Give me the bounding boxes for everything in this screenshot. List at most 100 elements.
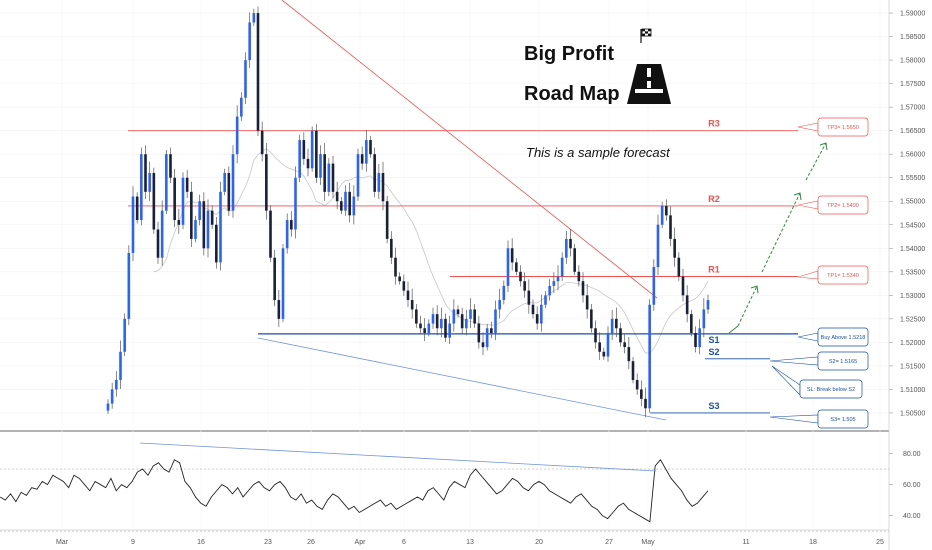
candle-body	[448, 323, 451, 338]
price-tick-label: 1.56500	[900, 128, 925, 135]
projection-leg-3	[805, 142, 827, 181]
candle-body	[581, 281, 585, 296]
price-tick-label: 1.54500	[900, 222, 925, 229]
price-tick-label: 1.57500	[900, 81, 925, 88]
time-tick-label: 9	[131, 539, 135, 546]
candle-body	[690, 314, 693, 333]
candle-body	[227, 173, 231, 211]
candle-body	[619, 328, 622, 343]
candle-body	[498, 300, 501, 310]
price-tick-label: 1.58500	[900, 34, 925, 41]
trend-lines	[257, 0, 667, 421]
time-tick-label: Apr	[355, 539, 367, 546]
candle-body	[544, 295, 547, 305]
callout-box	[817, 265, 869, 285]
sl-callout-box	[799, 379, 863, 399]
candle-body	[502, 285, 506, 301]
candle-body	[256, 13, 260, 131]
price-tick-label: 1.52500	[900, 316, 925, 323]
candle-body	[190, 191, 193, 239]
candle-body	[573, 248, 576, 272]
candle-body	[390, 238, 393, 258]
candle-body	[335, 191, 339, 202]
candle-body	[244, 60, 247, 98]
candle-body	[548, 285, 551, 296]
candles	[106, 6, 710, 418]
candle-body	[177, 220, 181, 225]
candle-body	[352, 196, 356, 216]
candle-body	[452, 309, 456, 324]
level-callouts: TP3= 1.5650 TP2= 1.5490 TP1= 1.5340 Buy Abo…	[769, 117, 869, 429]
callout-box	[817, 195, 869, 215]
callout-box	[817, 327, 869, 347]
candle-body	[219, 191, 222, 263]
candle-body	[319, 154, 322, 178]
time-tick-label: 20	[535, 539, 543, 546]
candle-body	[698, 328, 701, 348]
price-tick-label: 1.56000	[900, 152, 925, 159]
candle-body	[623, 342, 626, 348]
forecast-subtitle: This is a sample forecast	[526, 145, 671, 160]
candle-body	[535, 314, 539, 324]
callout-text: S2= 1.5165	[829, 359, 857, 365]
candle-body	[606, 332, 610, 357]
candle-body	[560, 257, 564, 277]
osc-tick-label: 60.00	[903, 482, 921, 489]
candle-body	[298, 140, 301, 178]
candle-body	[590, 309, 593, 329]
candle-body	[152, 173, 156, 230]
candle-body	[231, 154, 235, 211]
candle-body	[265, 154, 268, 211]
candle-body	[669, 215, 672, 239]
candle-body	[594, 328, 597, 343]
candle-body	[169, 154, 172, 178]
candle-body	[248, 22, 251, 61]
callout-text: TP3= 1.5650	[827, 125, 859, 131]
candle-body	[294, 177, 297, 230]
candle-body	[540, 304, 543, 324]
time-tick-label: 16	[197, 539, 205, 546]
candle-body	[290, 220, 293, 230]
time-tick-label: 25	[876, 539, 884, 546]
candle-body	[460, 314, 464, 329]
price-tick-label: 1.53000	[900, 293, 925, 300]
candle-body	[419, 323, 422, 329]
candle-body	[556, 276, 560, 282]
sl-callout-text: SL: Break below S2	[807, 387, 855, 393]
callout-text: Buy Above 1.5218	[821, 335, 866, 341]
callout-text: TP2= 1.5490	[827, 203, 859, 209]
candle-body	[640, 389, 643, 399]
candle-body	[673, 238, 676, 258]
oscillator-line	[0, 458, 709, 523]
candle-body	[206, 210, 210, 249]
candle-body	[423, 328, 426, 333]
candle-body	[552, 281, 556, 286]
price-tick-label: 1.50500	[900, 410, 925, 417]
candle-body	[285, 220, 289, 249]
candle-body	[485, 328, 489, 348]
candle-body	[469, 309, 472, 319]
candle-body	[323, 154, 326, 192]
candle-body	[677, 257, 681, 277]
candle-body	[273, 257, 276, 301]
candle-body	[356, 154, 360, 197]
title-line-2: Road Map	[524, 83, 620, 105]
candle-body	[310, 130, 314, 169]
candle-body	[340, 201, 343, 211]
candle-body	[165, 154, 168, 211]
candle-body	[585, 295, 589, 310]
osc-tick-label: 40.00	[903, 513, 921, 520]
candle-body	[427, 323, 431, 333]
candle-body	[506, 248, 510, 286]
candle-body	[635, 380, 639, 390]
candle-body	[652, 267, 656, 305]
candle-body	[681, 276, 685, 296]
candle-body	[369, 140, 372, 155]
candle-body	[519, 271, 522, 282]
candle-body	[373, 154, 376, 192]
candle-body	[106, 403, 110, 411]
candle-body	[156, 229, 160, 258]
candle-body	[198, 201, 201, 221]
candle-body	[202, 201, 206, 249]
price-tick-label: 1.52000	[900, 340, 925, 347]
